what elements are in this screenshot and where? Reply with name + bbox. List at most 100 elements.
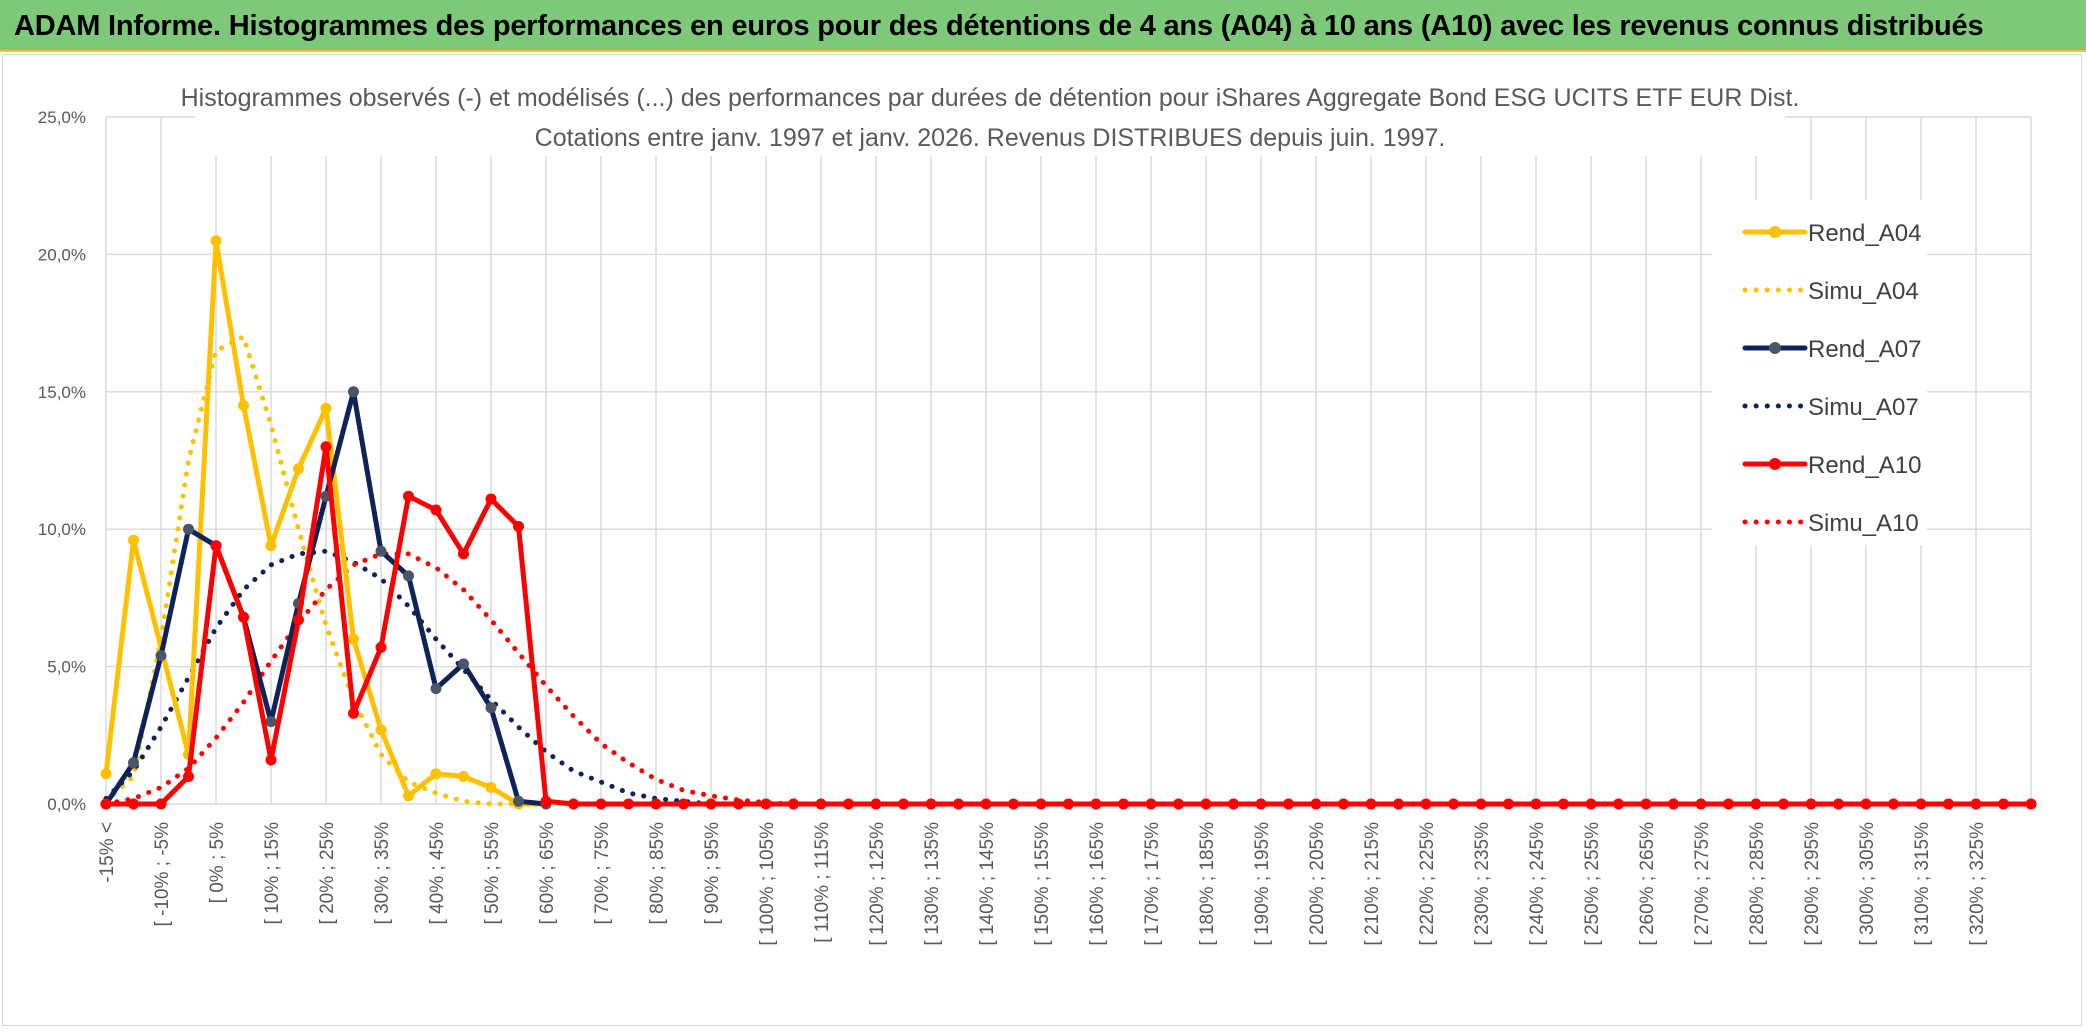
point-rend-a10 (1338, 798, 1349, 810)
y-tick-label: 5,0% (47, 658, 86, 677)
chart-title-background (195, 76, 1785, 156)
point-rend-a10 (1145, 798, 1157, 810)
point-rend-a10 (458, 548, 469, 560)
point-rend-a10 (1915, 798, 1927, 810)
point-rend-a10 (1448, 798, 1459, 810)
series-line-simu-a04 (103, 334, 521, 807)
legend-label-simu-a10: Simu_A10 (1808, 510, 1919, 537)
point-rend-a10 (980, 798, 992, 810)
point-rend-a04 (210, 235, 222, 247)
point-rend-a10 (1090, 798, 1102, 810)
point-rend-a04 (128, 534, 139, 546)
point-rend-a10 (155, 798, 167, 810)
point-rend-a10 (1008, 798, 1019, 810)
point-rend-a10 (1805, 798, 1817, 810)
point-rend-a10 (485, 493, 497, 505)
y-tick-label: 0,0% (47, 795, 86, 814)
point-rend-a10 (925, 798, 937, 810)
point-rend-a10 (733, 798, 744, 810)
point-rend-a07 (403, 570, 414, 582)
point-rend-a07 (155, 650, 167, 662)
point-rend-a10 (623, 798, 634, 810)
report-title: ADAM Informe. Histogrammes des performan… (14, 10, 1984, 42)
point-rend-a10 (375, 641, 387, 653)
point-rend-a04 (320, 402, 332, 414)
point-rend-a10 (2025, 798, 2037, 810)
point-rend-a10 (1503, 798, 1514, 810)
point-rend-a10 (650, 798, 662, 810)
point-rend-a07 (375, 545, 387, 557)
point-rend-a07 (430, 683, 442, 695)
point-rend-a10 (1118, 798, 1129, 810)
point-rend-a10 (1860, 798, 1872, 810)
point-rend-a10 (1035, 798, 1047, 810)
point-rend-a10 (1695, 798, 1707, 810)
point-rend-a10 (1420, 798, 1432, 810)
x-tick-label: [ 70% ; 75% (592, 822, 613, 925)
legend-label-simu-a04: Simu_A04 (1808, 278, 1919, 305)
point-rend-a10 (1585, 798, 1597, 810)
point-rend-a10 (568, 798, 579, 810)
point-rend-a10 (1998, 798, 2009, 810)
chart-title: Histogrammes observés (-) et modélisés (… (181, 84, 1800, 112)
x-tick-label: [ 130% ; 135% (922, 822, 943, 946)
point-rend-a10 (595, 798, 607, 810)
point-rend-a10 (540, 795, 552, 807)
point-rend-a10 (1475, 798, 1487, 810)
x-tick-label: [ 120% ; 125% (867, 822, 888, 946)
point-rend-a10 (1778, 798, 1789, 810)
x-tick-label: [ 270% ; 275% (1692, 822, 1713, 946)
point-rend-a10 (100, 798, 112, 810)
point-rend-a10 (320, 441, 332, 453)
x-tick-label: [ 30% ; 35% (372, 822, 393, 925)
x-tick-label: [ 230% ; 235% (1472, 822, 1493, 946)
point-rend-a04 (403, 790, 414, 802)
x-tick-label: [ 60% ; 65% (537, 822, 558, 925)
x-tick-label: [ 140% ; 145% (977, 822, 998, 946)
point-rend-a04 (485, 782, 497, 793)
point-rend-a10 (1063, 798, 1074, 810)
point-rend-a10 (1613, 798, 1624, 810)
point-rend-a07 (513, 795, 524, 807)
header-banner: ADAM Informe. Histogrammes des performan… (0, 0, 2086, 52)
x-tick-label: [ 210% ; 215% (1362, 822, 1383, 946)
point-rend-a07 (183, 523, 194, 535)
x-tick-label: [ 280% ; 285% (1747, 822, 1768, 946)
legend-marker-rend-a10 (1769, 458, 1781, 470)
point-rend-a10 (678, 798, 689, 810)
point-rend-a04 (265, 540, 277, 552)
point-rend-a10 (760, 798, 772, 810)
chart-subtitle: Cotations entre janv. 1997 et janv. 2026… (535, 124, 1446, 152)
point-rend-a10 (1723, 798, 1734, 810)
point-rend-a10 (238, 611, 249, 623)
point-rend-a10 (953, 798, 964, 810)
y-tick-label: 25,0% (38, 108, 86, 127)
point-rend-a10 (513, 521, 524, 532)
point-rend-a10 (1200, 798, 1212, 810)
point-rend-a10 (430, 504, 442, 516)
point-rend-a10 (1530, 798, 1542, 810)
x-tick-label: [ 110% ; 115% (812, 822, 833, 943)
legend-label-rend-a07: Rend_A07 (1808, 336, 1921, 363)
x-tick-label: [ 40% ; 45% (427, 822, 448, 925)
point-rend-a10 (1173, 798, 1184, 810)
point-rend-a04 (348, 633, 359, 645)
point-rend-a10 (1943, 798, 1954, 810)
x-tick-label: [ 180% ; 185% (1197, 822, 1218, 946)
point-rend-a10 (1283, 798, 1294, 810)
point-rend-a10 (265, 754, 277, 766)
x-tick-label: -15% < (97, 822, 118, 883)
point-rend-a10 (183, 771, 194, 782)
point-rend-a10 (403, 490, 414, 502)
x-tick-label: [ 310% ; 315% (1912, 822, 1933, 946)
point-rend-a10 (1668, 798, 1679, 810)
x-tick-label: [ 100% ; 105% (757, 822, 778, 946)
point-rend-a10 (1833, 798, 1844, 810)
point-rend-a10 (293, 614, 304, 626)
point-rend-a10 (210, 540, 222, 552)
x-tick-label: [ 150% ; 155% (1032, 822, 1053, 946)
point-rend-a04 (375, 724, 387, 736)
point-rend-a04 (430, 768, 442, 780)
y-tick-label: 15,0% (38, 383, 86, 402)
